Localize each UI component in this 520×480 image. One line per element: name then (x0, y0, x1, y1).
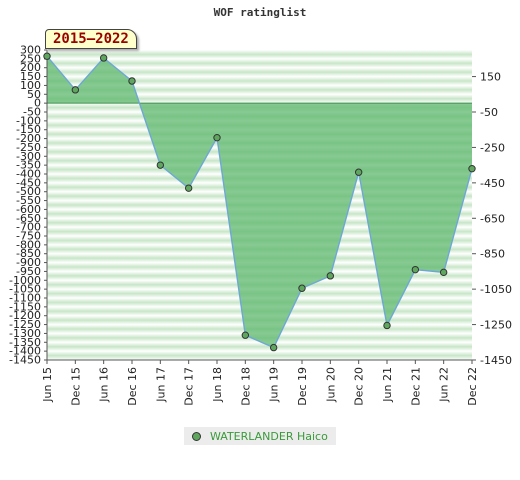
y-tick-label-left: -350 (16, 159, 41, 172)
y-tick-label-left: -450 (16, 176, 41, 189)
legend-marker-icon (192, 431, 201, 441)
area-layer (46, 55, 473, 349)
x-tick-label: Jun 17 (154, 367, 167, 403)
x-tick-label: Dec 19 (296, 367, 309, 406)
x-tick-label: Jun 15 (41, 367, 54, 403)
legend: WATERLANDER Haico (184, 427, 336, 445)
data-point (354, 168, 363, 176)
y-tick-label-left: 150 (20, 70, 41, 83)
data-point (128, 77, 136, 85)
y-tick-label-right: -1450 (480, 354, 512, 367)
y-tick-label-left: 50 (27, 88, 41, 101)
data-point (99, 54, 108, 62)
data-point (383, 321, 391, 330)
data-point (71, 86, 80, 94)
chart-title: WOF ratinglist (213, 6, 307, 19)
x-tick-label: Dec 17 (183, 367, 196, 406)
y-tick-label-left: -1150 (9, 300, 41, 313)
background-band (47, 351, 472, 360)
series-line (46, 55, 473, 349)
background-band (47, 85, 472, 95)
background-band (47, 94, 472, 104)
axis-layer (44, 49, 476, 364)
data-point (213, 133, 221, 142)
period-badge: 2015–2022 (45, 29, 137, 49)
y-tick-label-right: -250 (480, 141, 505, 154)
x-tick-label: Jun 19 (268, 367, 281, 403)
y-tick-label-left: -500 (16, 185, 41, 198)
y-tick-label-left: -1350 (9, 336, 41, 349)
data-point (241, 331, 250, 339)
x-tick-label: Dec 20 (353, 367, 366, 406)
x-tick-label: Jun 18 (211, 367, 224, 403)
data-point (184, 184, 193, 192)
data-point (298, 284, 306, 292)
y-tick-label-left: -650 (16, 212, 41, 225)
series-area (47, 56, 472, 348)
y-tick-label-left: -850 (16, 247, 41, 260)
y-tick-label-left: -1100 (9, 292, 41, 305)
y-tick-label-left: -200 (16, 132, 41, 145)
y-tick-label-left: 0 (34, 97, 41, 110)
y-tick-label-left: -600 (16, 203, 41, 216)
y-tick-label-left: -1200 (9, 309, 41, 322)
y-tick-label-left: -750 (16, 230, 41, 243)
label-layer: 300250200150100500-50-100-150-200-250-30… (9, 44, 512, 406)
y-tick-label-right: -450 (480, 177, 505, 190)
x-tick-label: Dec 21 (409, 367, 422, 406)
y-tick-label-left: -50 (23, 106, 41, 119)
y-tick-label-left: -1400 (9, 345, 41, 358)
y-tick-label-left: -700 (16, 221, 41, 234)
y-tick-label-left: 200 (20, 61, 41, 74)
y-tick-label-left: -950 (16, 265, 41, 278)
y-tick-label-left: -150 (16, 123, 41, 136)
y-tick-label-left: -800 (16, 238, 41, 251)
data-point (43, 52, 51, 60)
x-tick-label: Dec 15 (69, 367, 82, 406)
y-tick-label-left: -1450 (9, 354, 41, 367)
data-point (411, 265, 420, 274)
y-tick-label-left: -100 (16, 114, 41, 127)
y-tick-label-left: -1300 (9, 327, 41, 340)
x-tick-label: Jun 22 (438, 367, 451, 403)
y-tick-label-right: -850 (480, 248, 505, 261)
data-point (156, 161, 165, 169)
y-tick-label-left: 300 (20, 44, 41, 57)
x-tick-label: Dec 18 (239, 367, 252, 406)
background-band (47, 342, 472, 352)
y-tick-label-left: -550 (16, 194, 41, 207)
x-tick-label: Dec 16 (126, 367, 139, 406)
data-point (468, 164, 476, 173)
data-point (439, 268, 448, 277)
background-band (47, 67, 472, 77)
y-tick-label-left: -250 (16, 141, 41, 154)
legend-label: WATERLANDER Haico (210, 429, 328, 443)
y-tick-label-left: -1000 (9, 274, 41, 287)
y-tick-label-right: -1050 (480, 283, 512, 296)
background-band (47, 76, 472, 86)
y-tick-label-left: -400 (16, 168, 41, 181)
x-tick-label: Jun 16 (98, 367, 111, 403)
x-tick-label: Jun 21 (381, 367, 394, 403)
background-band (47, 50, 472, 59)
marker-layer (43, 52, 476, 352)
background-band (47, 58, 472, 68)
y-tick-label-left: 100 (20, 79, 41, 92)
x-tick-label: Jun 20 (324, 367, 337, 403)
y-tick-label-left: 250 (20, 52, 41, 65)
y-tick-label-left: -1250 (9, 318, 41, 331)
data-point (269, 343, 278, 352)
y-tick-label-right: -1250 (480, 319, 512, 332)
y-tick-label-right: -650 (480, 212, 505, 225)
x-tick-label: Dec 22 (466, 367, 479, 406)
y-tick-label-right: -50 (480, 106, 498, 119)
y-tick-label-left: -300 (16, 150, 41, 163)
y-tick-label-left: -900 (16, 256, 41, 269)
y-tick-label-left: -1050 (9, 283, 41, 296)
data-point (326, 272, 335, 280)
y-tick-label-right: 150 (480, 71, 501, 84)
